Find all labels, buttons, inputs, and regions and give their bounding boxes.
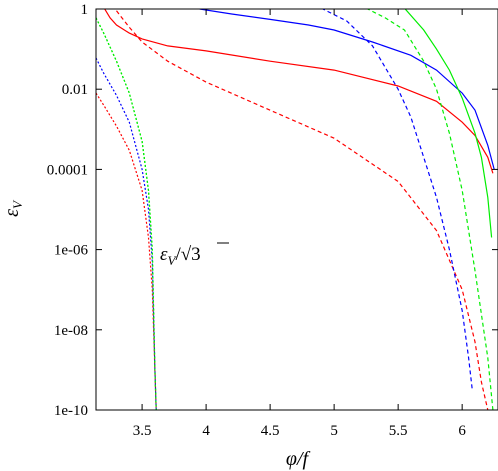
- annotation-root: √: [181, 244, 192, 265]
- x-axis-label: φ/f: [286, 448, 311, 470]
- series-line-7: [366, 9, 494, 410]
- y-tick-label: 1e-10: [54, 403, 88, 419]
- annotation: εV/√3: [160, 242, 229, 268]
- y-tick-label: 1: [81, 2, 89, 18]
- svg-text:εV: εV: [1, 199, 25, 217]
- x-tick-label: 4.5: [261, 423, 280, 439]
- series-line-0: [104, 9, 494, 174]
- y-axis-label: εV: [1, 199, 25, 217]
- x-tick-label: 3.5: [133, 423, 152, 439]
- y-tick-label: 1e-06: [54, 243, 89, 259]
- series-line-9: [96, 17, 157, 410]
- annotation-num: 3: [191, 244, 201, 265]
- x-tick-label: 6: [458, 423, 466, 439]
- series-layer: [96, 9, 495, 410]
- svg-text:εV/√3: εV/√3: [160, 244, 201, 268]
- annotation-sub: V: [168, 253, 178, 268]
- series-line-8: [96, 17, 157, 410]
- series-line-5: [96, 57, 157, 410]
- x-tick-label: 4: [202, 423, 210, 439]
- y-axis-label-main: ε: [1, 209, 23, 217]
- plot-frame: [95, 8, 498, 411]
- annotation-eps: ε: [160, 244, 168, 265]
- y-tick-label: 0.0001: [47, 162, 88, 178]
- y-tick-label: 0.01: [62, 82, 88, 98]
- x-tick-label: 5.5: [389, 423, 408, 439]
- ticks-layer: 3.5 4 4.5 5 5.5 6 1 0.01 0.0001 1e-06 1e-08 1e-10: [47, 2, 498, 439]
- series-line-1: [116, 10, 489, 410]
- annotation-slash: /: [175, 244, 181, 265]
- series-line-4: [321, 9, 473, 391]
- y-axis-label-sub: V: [10, 199, 25, 209]
- y-tick-label: 1e-08: [54, 323, 88, 339]
- series-line-2: [96, 92, 157, 410]
- series-line-3: [199, 9, 495, 170]
- series-line-6: [404, 9, 493, 238]
- x-tick-label: 5: [330, 423, 338, 439]
